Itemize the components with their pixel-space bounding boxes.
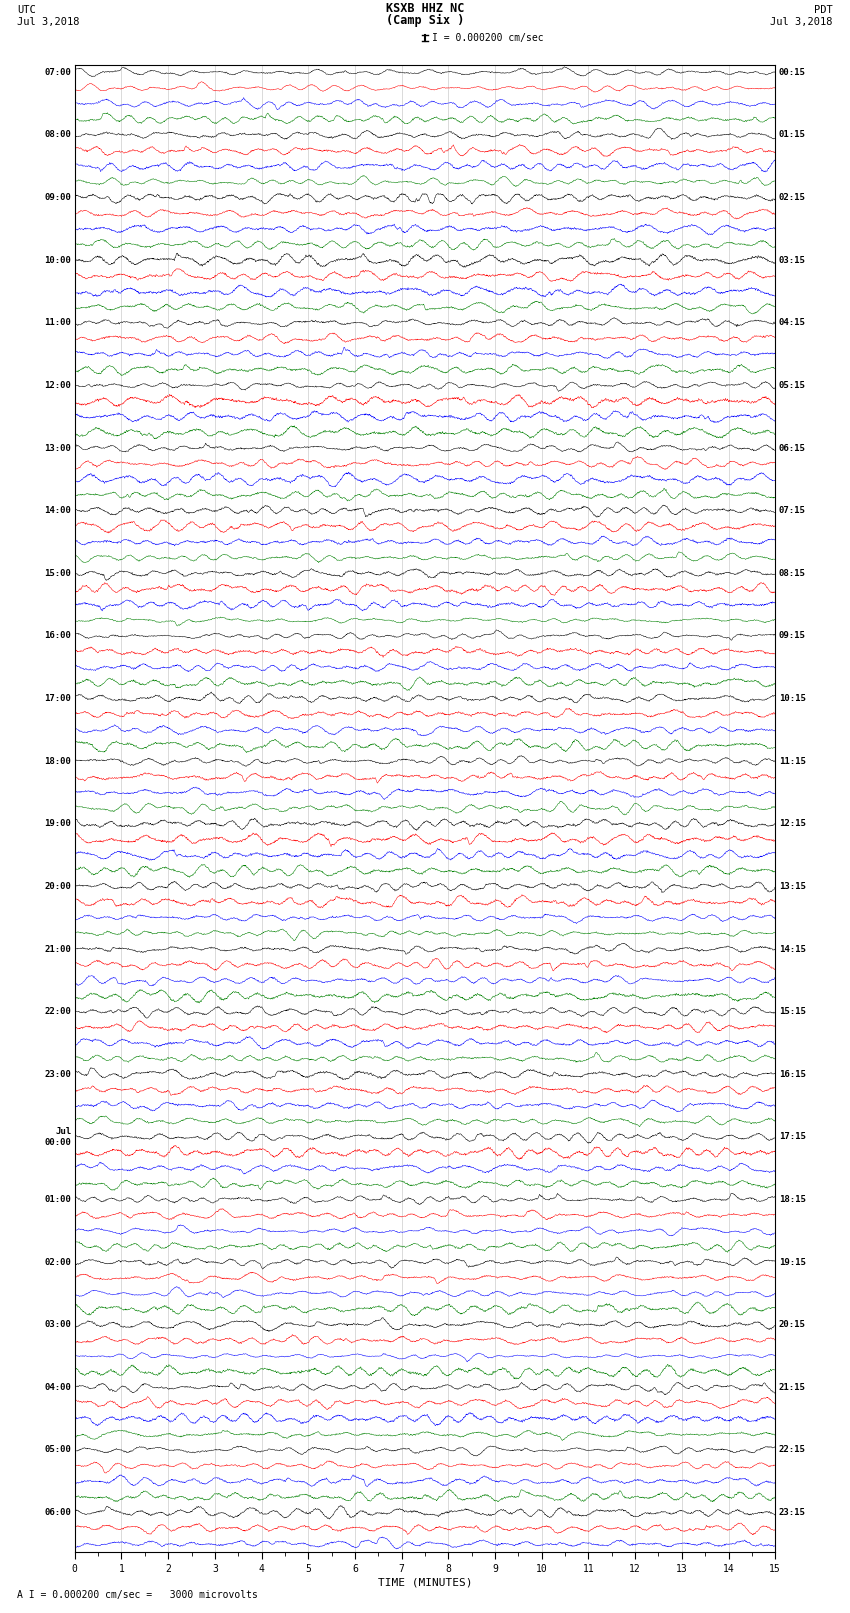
Text: 15:00: 15:00 — [44, 569, 71, 577]
Text: 17:00: 17:00 — [44, 694, 71, 703]
Text: 22:15: 22:15 — [779, 1445, 806, 1455]
Text: 06:00: 06:00 — [44, 1508, 71, 1518]
Text: A I = 0.000200 cm/sec =   3000 microvolts: A I = 0.000200 cm/sec = 3000 microvolts — [17, 1590, 258, 1600]
Text: 09:00: 09:00 — [44, 194, 71, 202]
Text: 08:15: 08:15 — [779, 569, 806, 577]
Text: 11:15: 11:15 — [779, 756, 806, 766]
Text: 20:00: 20:00 — [44, 882, 71, 890]
Text: 06:15: 06:15 — [779, 444, 806, 453]
Text: 14:15: 14:15 — [779, 945, 806, 953]
Text: 05:00: 05:00 — [44, 1445, 71, 1455]
Text: 10:00: 10:00 — [44, 256, 71, 265]
Text: 23:00: 23:00 — [44, 1069, 71, 1079]
Text: KSXB HHZ NC: KSXB HHZ NC — [386, 2, 464, 16]
Text: 01:00: 01:00 — [44, 1195, 71, 1203]
Text: 02:15: 02:15 — [779, 194, 806, 202]
Text: 01:15: 01:15 — [779, 131, 806, 139]
Text: 07:00: 07:00 — [44, 68, 71, 77]
Text: 05:15: 05:15 — [779, 381, 806, 390]
Text: 03:15: 03:15 — [779, 256, 806, 265]
Text: 19:00: 19:00 — [44, 819, 71, 827]
Text: I = 0.000200 cm/sec: I = 0.000200 cm/sec — [432, 32, 543, 44]
X-axis label: TIME (MINUTES): TIME (MINUTES) — [377, 1578, 473, 1587]
Text: Jul
00:00: Jul 00:00 — [44, 1127, 71, 1147]
Text: 13:15: 13:15 — [779, 882, 806, 890]
Text: 00:15: 00:15 — [779, 68, 806, 77]
Text: 16:15: 16:15 — [779, 1069, 806, 1079]
Text: Jul 3,2018: Jul 3,2018 — [770, 16, 833, 26]
Text: 21:00: 21:00 — [44, 945, 71, 953]
Text: 12:15: 12:15 — [779, 819, 806, 827]
Text: 17:15: 17:15 — [779, 1132, 806, 1142]
Text: 20:15: 20:15 — [779, 1319, 806, 1329]
Text: 14:00: 14:00 — [44, 506, 71, 515]
Text: (Camp Six ): (Camp Six ) — [386, 13, 464, 26]
Text: 21:15: 21:15 — [779, 1382, 806, 1392]
Text: 04:15: 04:15 — [779, 318, 806, 327]
Text: 03:00: 03:00 — [44, 1319, 71, 1329]
Text: 18:00: 18:00 — [44, 756, 71, 766]
Text: 07:15: 07:15 — [779, 506, 806, 515]
Text: 23:15: 23:15 — [779, 1508, 806, 1518]
Text: 10:15: 10:15 — [779, 694, 806, 703]
Text: Jul 3,2018: Jul 3,2018 — [17, 16, 80, 26]
Text: 13:00: 13:00 — [44, 444, 71, 453]
Text: 22:00: 22:00 — [44, 1007, 71, 1016]
Text: 11:00: 11:00 — [44, 318, 71, 327]
Text: 08:00: 08:00 — [44, 131, 71, 139]
Text: 19:15: 19:15 — [779, 1258, 806, 1266]
Text: 12:00: 12:00 — [44, 381, 71, 390]
Text: UTC: UTC — [17, 5, 36, 16]
Text: 02:00: 02:00 — [44, 1258, 71, 1266]
Text: 15:15: 15:15 — [779, 1007, 806, 1016]
Text: 09:15: 09:15 — [779, 631, 806, 640]
Text: PDT: PDT — [814, 5, 833, 16]
Text: 18:15: 18:15 — [779, 1195, 806, 1203]
Text: 16:00: 16:00 — [44, 631, 71, 640]
Text: 04:00: 04:00 — [44, 1382, 71, 1392]
